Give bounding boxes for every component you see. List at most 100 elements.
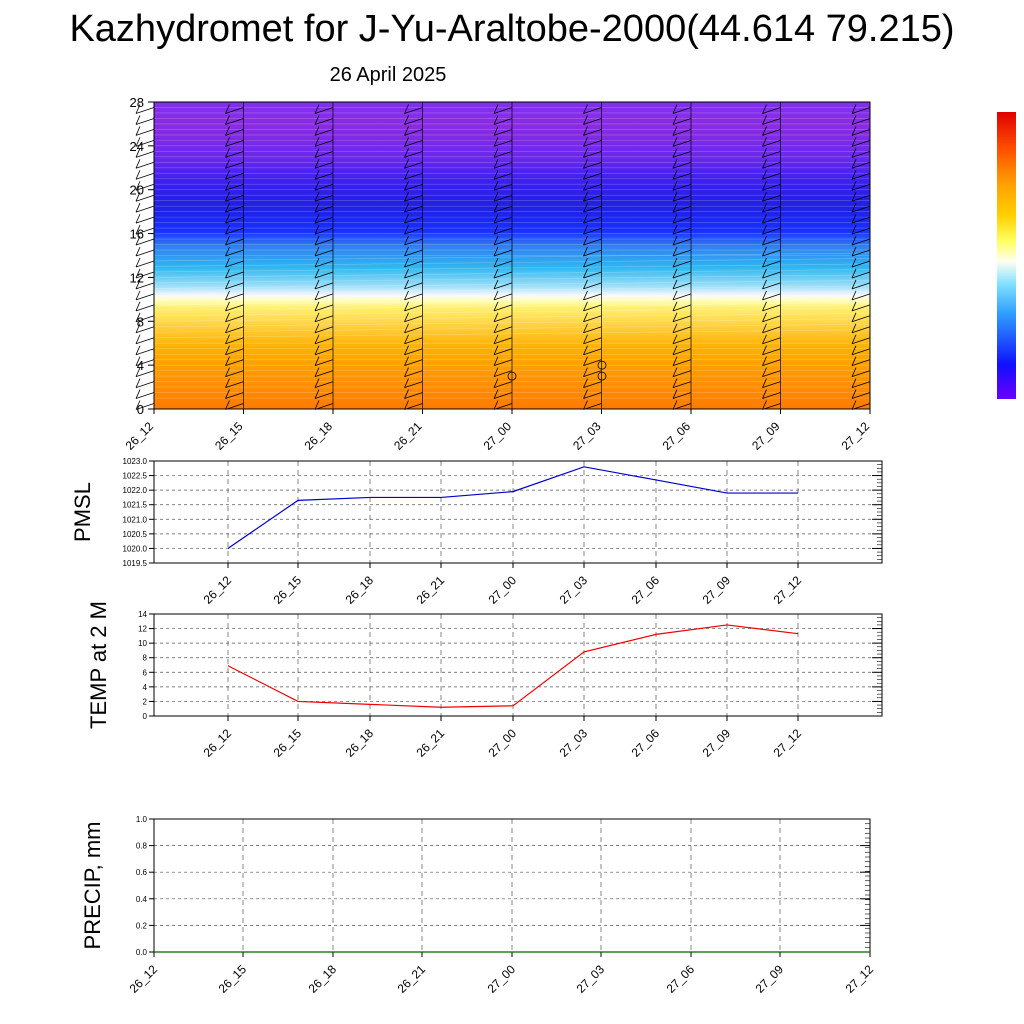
wind-barb xyxy=(493,224,499,235)
pmsl-x-tick-label: 27_03 xyxy=(557,573,591,607)
temp-y-axis-label: TEMP at 2 M xyxy=(86,601,111,729)
wind-barb xyxy=(493,290,499,301)
wind-barb xyxy=(762,381,781,388)
wind-barb xyxy=(404,192,409,202)
calm-wind-circle xyxy=(597,371,607,381)
wind-barb xyxy=(135,323,141,333)
wind-barb xyxy=(762,392,781,399)
wind-barb xyxy=(672,148,678,158)
wind-barb xyxy=(851,268,857,279)
wind-barb xyxy=(762,137,767,147)
temp-x-tick-label: 26_21 xyxy=(414,726,448,760)
wind-barb xyxy=(314,118,334,125)
wind-barb xyxy=(404,334,409,344)
wind-barb xyxy=(135,268,141,279)
wind-barb xyxy=(314,359,334,367)
wind-barb xyxy=(762,271,781,279)
wind-barb xyxy=(404,326,423,334)
wind-barb xyxy=(851,271,871,279)
x-tick-label: 27_00 xyxy=(481,419,515,453)
wind-barb xyxy=(135,378,141,388)
wind-barb xyxy=(404,304,423,312)
wind-barb xyxy=(762,293,781,301)
wind-barb xyxy=(135,170,141,180)
wind-barb xyxy=(851,260,871,268)
wind-barb xyxy=(851,202,857,213)
wind-barb xyxy=(583,202,588,213)
wind-barb xyxy=(225,249,244,257)
pmsl-y-tick-label: 1023.0 xyxy=(123,457,148,466)
wind-barb xyxy=(404,118,423,125)
precip-y-tick-label: 1.0 xyxy=(136,815,148,824)
wind-barb xyxy=(404,216,423,224)
wind-barb xyxy=(135,400,141,410)
wind-barb xyxy=(314,224,320,235)
wind-barb xyxy=(404,194,423,202)
wind-barb xyxy=(135,249,155,257)
wind-barb xyxy=(404,246,409,257)
wind-barb xyxy=(672,216,692,224)
wind-barb xyxy=(404,213,409,224)
wind-barb xyxy=(583,367,588,377)
wind-barb xyxy=(762,400,767,410)
wind-barb xyxy=(225,370,244,378)
pmsl-x-tick-label: 27_09 xyxy=(700,573,734,607)
wind-barb xyxy=(404,227,423,235)
wind-barb xyxy=(493,271,513,279)
wind-barb xyxy=(404,271,423,279)
wind-barb xyxy=(583,370,602,378)
wind-barb xyxy=(404,315,423,323)
wind-barb xyxy=(225,279,230,290)
wind-barb xyxy=(135,312,141,322)
wind-barb xyxy=(135,235,141,246)
wind-barb xyxy=(314,326,334,334)
wind-barb xyxy=(672,326,692,334)
wind-barb xyxy=(404,115,409,125)
wind-barb xyxy=(493,148,499,158)
wind-barb xyxy=(762,304,781,312)
wind-barb xyxy=(583,161,602,169)
y-tick-label: 0 xyxy=(137,402,144,417)
wind-barb xyxy=(314,290,320,301)
wind-barb xyxy=(762,115,767,125)
wind-barb xyxy=(135,260,155,268)
wind-barb xyxy=(135,392,155,399)
wind-barb xyxy=(672,115,678,125)
y-tick-label: 12 xyxy=(130,270,144,285)
wind-barb xyxy=(404,224,409,235)
wind-barb xyxy=(672,159,678,169)
wind-barb xyxy=(225,378,230,388)
wind-barb xyxy=(583,378,588,388)
precip-x-tick-label: 26_18 xyxy=(306,962,340,996)
wind-barb xyxy=(404,238,423,246)
wind-barb xyxy=(672,257,678,268)
wind-barb xyxy=(493,293,513,301)
wind-barb xyxy=(851,312,857,322)
wind-barb xyxy=(583,194,602,202)
wind-barb xyxy=(583,238,602,246)
wind-barb xyxy=(225,139,244,147)
wind-barb xyxy=(851,213,857,224)
wind-barb xyxy=(225,202,230,213)
pmsl-series-line xyxy=(227,466,798,549)
wind-barb xyxy=(762,348,781,356)
temp-y-tick-label: 4 xyxy=(143,683,148,692)
wind-barb xyxy=(672,282,692,290)
wind-barb xyxy=(225,271,244,279)
wind-barb xyxy=(135,202,141,213)
wind-barb xyxy=(404,378,409,388)
wind-barb xyxy=(493,312,499,322)
wind-barb xyxy=(762,104,767,114)
wind-barb xyxy=(762,323,767,333)
wind-barb xyxy=(314,150,334,158)
x-tick-label: 26_18 xyxy=(302,419,336,453)
wind-barb xyxy=(225,337,244,345)
wind-barb xyxy=(135,359,155,367)
precip-y-tick-label: 0.0 xyxy=(136,948,148,957)
wind-barb xyxy=(583,293,602,301)
temp-y-tick-label: 0 xyxy=(143,712,148,721)
wind-barb xyxy=(135,301,141,312)
wind-barb xyxy=(762,367,767,377)
wind-barb xyxy=(493,378,499,388)
wind-barb xyxy=(135,115,141,125)
